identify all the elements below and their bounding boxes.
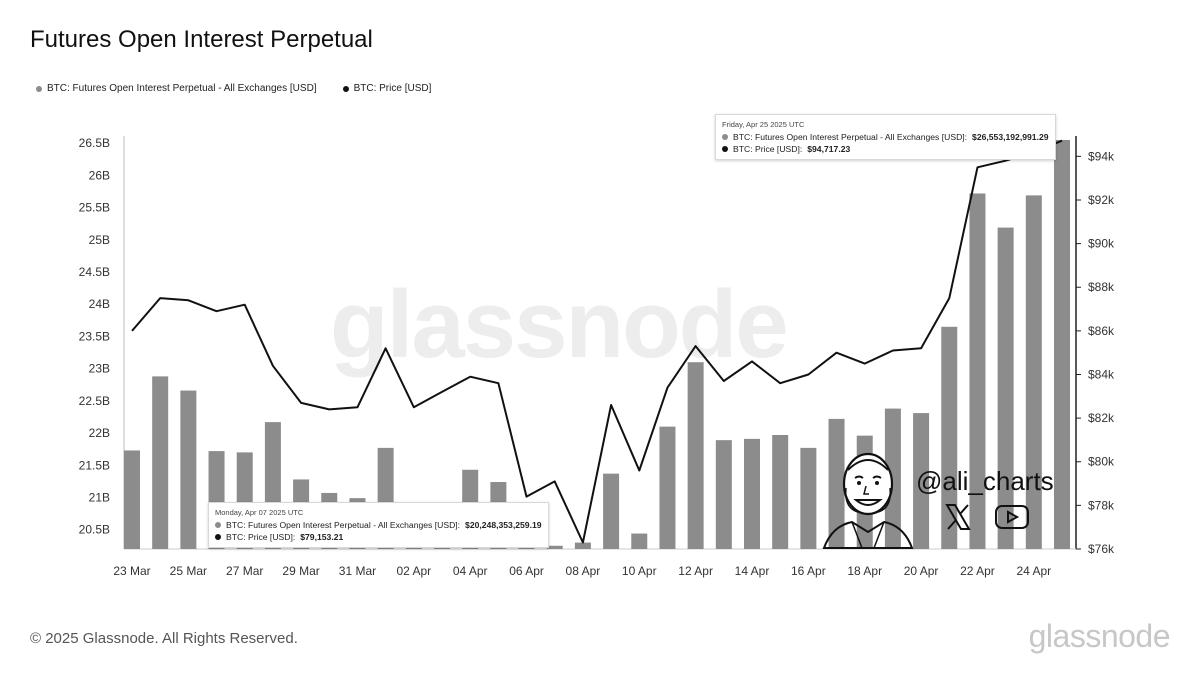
y-left-tick-label: 24B [89, 297, 110, 311]
avatar-illustration [822, 452, 914, 549]
tooltip-date: Friday, Apr 25 2025 UTC [722, 120, 805, 129]
legend-item-price[interactable]: BTC: Price [USD] [342, 83, 432, 94]
bar-open-interest [997, 227, 1014, 549]
bar-open-interest [546, 545, 563, 549]
bar-open-interest [574, 542, 591, 549]
bar-open-interest [631, 533, 648, 549]
x-tick-label: 29 Mar [282, 564, 319, 578]
tooltip-oi-value: $20,248,353,259.19 [465, 520, 542, 530]
y-left-tick-label: 25.5B [79, 201, 110, 215]
bar-open-interest [687, 362, 704, 549]
chart-legend: BTC: Futures Open Interest Perpetual - A… [36, 83, 431, 94]
legend-item-open-interest[interactable]: BTC: Futures Open Interest Perpetual - A… [36, 83, 317, 94]
y-right-tick-label: $80k [1088, 455, 1115, 469]
tooltip-oi-label: BTC: Futures Open Interest Perpetual - A… [226, 520, 461, 530]
y-right-tick-label: $86k [1088, 324, 1115, 338]
x-tick-label: 12 Apr [678, 564, 713, 578]
bar-open-interest [124, 450, 140, 549]
x-tick-label: 31 Mar [339, 564, 376, 578]
tooltip-oi-value: $26,553,192,991.29 [972, 132, 1049, 142]
x-tick-label: 02 Apr [396, 564, 431, 578]
y-right-tick-label: $94k [1088, 149, 1115, 163]
author-handle[interactable]: @ali_charts [916, 466, 1054, 496]
legend-dot-price [342, 85, 349, 92]
y-left-tick-label: 24.5B [79, 265, 110, 279]
bar-open-interest [828, 418, 845, 549]
bar-open-interest [772, 434, 789, 549]
social-icons [944, 502, 1030, 532]
x-tick-label: 20 Apr [904, 564, 939, 578]
tooltip-price-row: BTC: Price [USD]: $79,153.21 [215, 531, 542, 543]
bar-open-interest [913, 413, 930, 549]
x-icon[interactable] [944, 502, 972, 532]
y-right-tick-label: $90k [1088, 237, 1115, 251]
tooltip-apr-07: Monday, Apr 07 2025 UTC BTC: Futures Ope… [208, 502, 549, 548]
tooltip-price-label: BTC: Price [USD]: [226, 532, 296, 542]
y-left-tick-label: 23.5B [79, 329, 110, 343]
y-right-tick-label: $84k [1088, 367, 1115, 381]
tooltip-price-label: BTC: Price [USD]: [733, 144, 803, 154]
y-left-tick-label: 25B [89, 233, 110, 247]
x-tick-label: 14 Apr [735, 564, 770, 578]
bar-open-interest [744, 438, 760, 549]
chart-title: Futures Open Interest Perpetual [30, 26, 373, 53]
bar-open-interest [1025, 195, 1042, 549]
tooltip-oi-dot [722, 134, 728, 140]
y-left-tick-label: 22.5B [79, 394, 110, 408]
bar-open-interest [715, 440, 732, 549]
y-right-tick-label: $88k [1088, 280, 1115, 294]
x-tick-label: 06 Apr [509, 564, 544, 578]
legend-label-price: BTC: Price [USD] [353, 83, 432, 94]
x-tick-label: 24 Apr [1016, 564, 1051, 578]
x-tick-label: 04 Apr [453, 564, 488, 578]
y-left-tick-label: 22B [89, 426, 110, 440]
bar-open-interest [969, 193, 986, 549]
x-tick-label: 16 Apr [791, 564, 826, 578]
bar-open-interest [180, 390, 197, 549]
bar-open-interest [659, 426, 676, 549]
tooltip-oi-row: BTC: Futures Open Interest Perpetual - A… [215, 519, 542, 531]
x-tick-label: 18 Apr [847, 564, 882, 578]
x-tick-label: 27 Mar [226, 564, 263, 578]
y-right-tick-label: $76k [1088, 542, 1115, 556]
y-right-tick-label: $92k [1088, 193, 1115, 207]
bar-open-interest [1054, 140, 1070, 549]
x-tick-label: 08 Apr [566, 564, 601, 578]
copyright-footer: © 2025 Glassnode. All Rights Reserved. [30, 630, 298, 647]
tooltip-oi-dot [215, 522, 221, 528]
bar-open-interest [800, 447, 817, 549]
x-tick-label: 25 Mar [170, 564, 207, 578]
tooltip-price-dot [215, 534, 221, 540]
tooltip-price-dot [722, 146, 728, 152]
legend-label-open-interest: BTC: Futures Open Interest Perpetual - A… [47, 83, 317, 94]
youtube-icon[interactable] [994, 503, 1030, 531]
x-tick-label: 23 Mar [113, 564, 150, 578]
tooltip-price-value: $94,717.23 [807, 144, 851, 154]
tooltip-price-row: BTC: Price [USD]: $94,717.23 [722, 143, 1049, 155]
y-left-tick-label: 26.5B [79, 136, 110, 150]
tooltip-price-value: $79,153.21 [300, 532, 344, 542]
bar-open-interest [152, 376, 169, 549]
x-tick-label: 22 Apr [960, 564, 995, 578]
tooltip-oi-row: BTC: Futures Open Interest Perpetual - A… [722, 131, 1049, 143]
bar-open-interest [603, 473, 620, 549]
tooltip-apr-25: Friday, Apr 25 2025 UTC BTC: Futures Ope… [715, 114, 1056, 160]
glassnode-watermark: glassnode [330, 271, 789, 378]
y-left-tick-label: 21B [89, 490, 110, 504]
x-tick-label: 10 Apr [622, 564, 657, 578]
y-left-tick-label: 21.5B [79, 458, 110, 472]
y-right-tick-label: $82k [1088, 411, 1115, 425]
y-left-tick-label: 23B [89, 362, 110, 376]
y-left-tick-label: 26B [89, 168, 110, 182]
glassnode-logo[interactable]: glassnode [1028, 618, 1171, 654]
legend-dot-open-interest [36, 85, 42, 92]
tooltip-date: Monday, Apr 07 2025 UTC [215, 508, 304, 517]
tooltip-oi-label: BTC: Futures Open Interest Perpetual - A… [733, 132, 968, 142]
y-left-tick-label: 20.5B [79, 523, 110, 537]
bar-open-interest [884, 408, 901, 549]
bar-open-interest [941, 326, 958, 549]
y-right-tick-label: $78k [1088, 498, 1115, 512]
price-line [131, 139, 1063, 544]
